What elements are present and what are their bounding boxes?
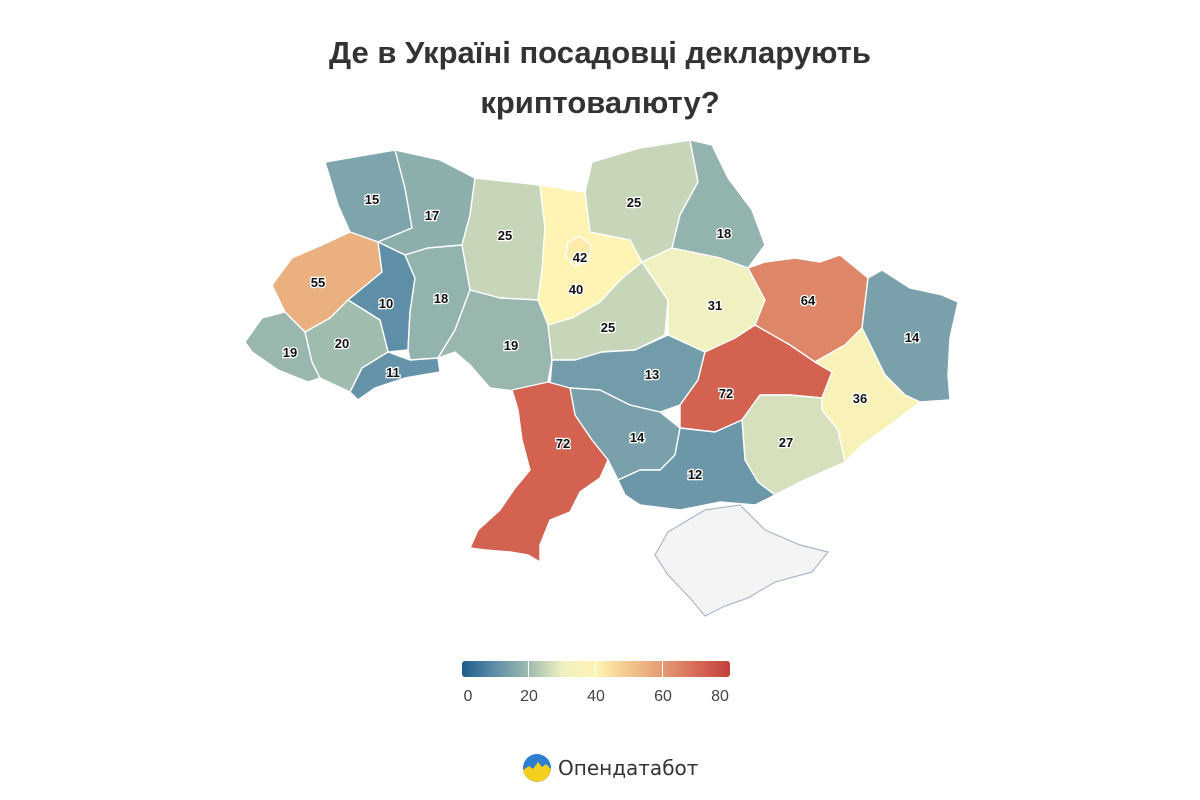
brand: Опендатабот	[522, 752, 698, 784]
region-label-vinnytsia: 19	[504, 338, 518, 353]
legend-gradient-bar	[462, 661, 730, 677]
legend-label-80: 80	[711, 688, 729, 705]
region-label-ternopil: 10	[379, 296, 393, 311]
legend-tick	[528, 661, 529, 677]
region-mykolaiv[interactable]: 14	[569, 387, 681, 481]
region-label-odesa: 72	[556, 436, 570, 451]
region-label-chernivtsi: 11	[386, 365, 400, 380]
region-zaporizhzhia[interactable]: 27	[741, 394, 846, 496]
region-odesa[interactable]: 72	[469, 381, 609, 563]
opendatabot-logo-icon	[523, 754, 551, 782]
color-legend: 0 20 40 60 80	[462, 661, 730, 713]
region-rivne[interactable]: 17	[377, 149, 476, 256]
region-label-kyiv-oblast: 40	[569, 282, 583, 297]
region-vinnytsia[interactable]: 19	[437, 289, 553, 393]
legend-label-20: 20	[520, 688, 538, 705]
region-label-kherson: 12	[688, 467, 702, 482]
region-label-kharkiv: 64	[801, 293, 816, 308]
region-zhytomyr[interactable]: 25	[461, 177, 546, 301]
region-label-zhytomyr: 25	[498, 228, 512, 243]
region-chernivtsi[interactable]: 11	[349, 351, 441, 401]
region-label-volyn: 15	[365, 192, 379, 207]
legend-tick	[595, 661, 596, 677]
legend-label-60: 60	[654, 688, 672, 705]
region-luhansk[interactable]: 14	[861, 269, 959, 403]
region-lviv[interactable]: 55	[271, 231, 383, 333]
region-label-kyiv-city: 42	[573, 250, 587, 265]
region-poltava[interactable]: 31	[641, 247, 766, 353]
region-ternopil[interactable]: 10	[347, 241, 416, 353]
map-title: Де в Україні посадовці декларують крипто…	[0, 28, 1200, 128]
region-label-chernihiv: 25	[627, 195, 641, 210]
title-line-1: Де в Україні посадовці декларують	[329, 35, 871, 70]
region-kherson[interactable]: 12	[617, 419, 776, 511]
region-label-cherkasy: 25	[601, 320, 615, 335]
region-label-luhansk: 14	[905, 330, 920, 345]
region-label-poltava: 31	[708, 298, 722, 313]
region-label-donetsk: 36	[853, 391, 867, 406]
region-label-zaporizhzhia: 27	[779, 435, 793, 450]
title-line-2: криптовалюту?	[480, 85, 720, 120]
region-label-dnipropetrovsk: 72	[719, 386, 733, 401]
region-label-kirovohrad: 13	[645, 367, 659, 382]
region-crimea	[654, 504, 830, 617]
region-label-mykolaiv: 14	[630, 430, 645, 445]
region-label-zakarpattia: 19	[283, 345, 297, 360]
region-label-sumy: 18	[717, 226, 731, 241]
legend-tick	[662, 661, 663, 677]
legend-label-40: 40	[587, 688, 605, 705]
brand-name: Опендатабот	[558, 756, 699, 780]
region-kyiv-city[interactable]: 42	[565, 235, 593, 267]
region-label-ivano-frankivsk: 20	[335, 336, 349, 351]
region-label-lviv: 55	[311, 275, 325, 290]
region-label-khmelnytskyi: 18	[434, 291, 448, 306]
legend-label-0: 0	[463, 688, 473, 705]
region-label-rivne: 17	[425, 208, 439, 223]
